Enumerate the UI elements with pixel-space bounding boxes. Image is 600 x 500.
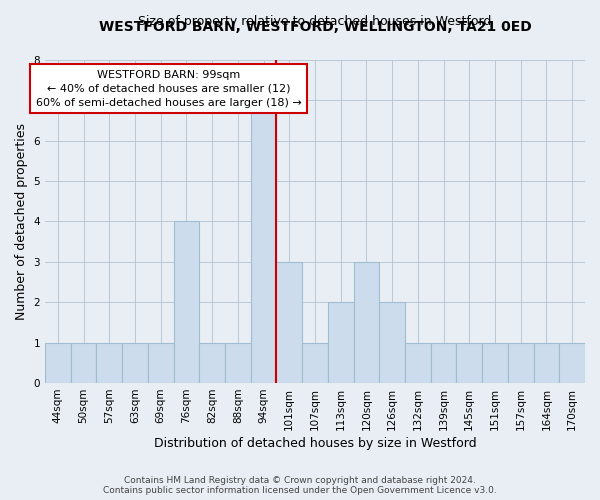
Bar	[277, 262, 302, 383]
Bar	[431, 342, 457, 383]
Bar	[71, 342, 97, 383]
Bar	[122, 342, 148, 383]
Title: Size of property relative to detached houses in Westford: Size of property relative to detached ho…	[139, 15, 492, 28]
Text: Contains HM Land Registry data © Crown copyright and database right 2024.
Contai: Contains HM Land Registry data © Crown c…	[103, 476, 497, 495]
Bar	[482, 342, 508, 383]
Y-axis label: Number of detached properties: Number of detached properties	[15, 123, 28, 320]
Bar	[379, 302, 405, 383]
Bar	[508, 342, 533, 383]
Bar	[302, 342, 328, 383]
Bar	[559, 342, 585, 383]
Bar	[97, 342, 122, 383]
Bar	[173, 222, 199, 383]
Bar	[199, 342, 225, 383]
Bar	[45, 342, 71, 383]
X-axis label: Distribution of detached houses by size in Westford: Distribution of detached houses by size …	[154, 437, 476, 450]
Bar	[328, 302, 353, 383]
Bar	[405, 342, 431, 383]
Text: WESTFORD BARN: 99sqm
← 40% of detached houses are smaller (12)
60% of semi-detac: WESTFORD BARN: 99sqm ← 40% of detached h…	[35, 70, 301, 108]
Bar	[353, 262, 379, 383]
Bar	[225, 342, 251, 383]
Bar	[148, 342, 173, 383]
Text: WESTFORD BARN, WESTFORD, WELLINGTON, TA21 0ED: WESTFORD BARN, WESTFORD, WELLINGTON, TA2…	[98, 20, 532, 34]
Bar	[457, 342, 482, 383]
Bar	[251, 100, 277, 383]
Bar	[533, 342, 559, 383]
